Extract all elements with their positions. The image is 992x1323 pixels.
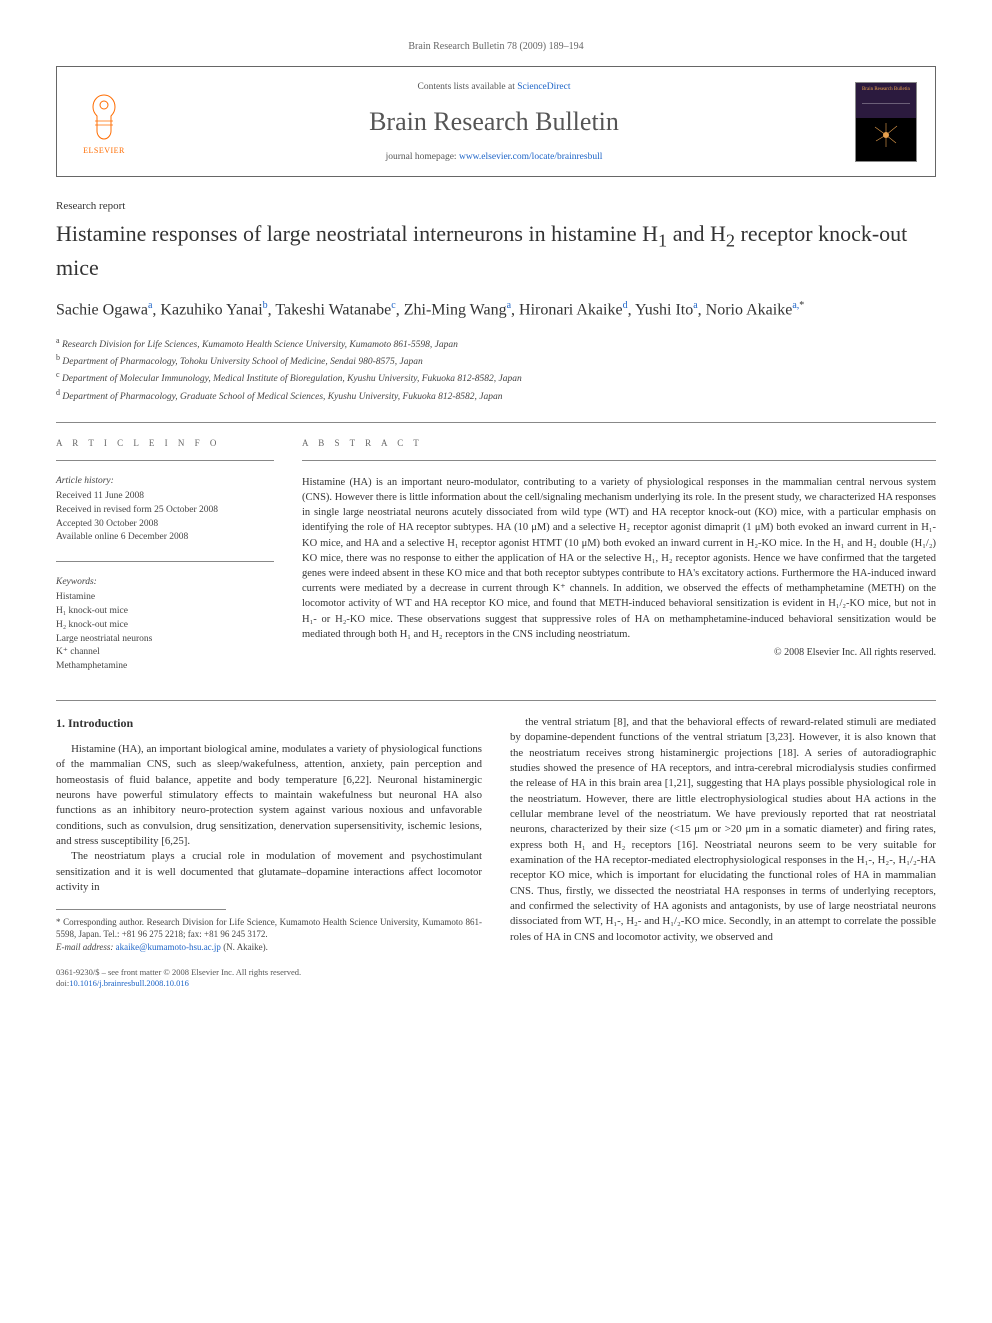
- abstract-copyright: © 2008 Elsevier Inc. All rights reserved…: [302, 646, 936, 660]
- divider: [56, 460, 274, 461]
- author-4: Zhi-Ming Wang: [404, 302, 507, 319]
- history-online: Available online 6 December 2008: [56, 531, 274, 545]
- author-6-aff[interactable]: a: [693, 300, 697, 311]
- affiliations: a Research Division for Life Sciences, K…: [56, 335, 936, 405]
- homepage-line: journal homepage: www.elsevier.com/locat…: [151, 151, 837, 164]
- history-revised: Received in revised form 25 October 2008: [56, 504, 274, 518]
- author-3-aff[interactable]: c: [391, 300, 395, 311]
- section-number: 1.: [56, 716, 65, 730]
- journal-cover-thumbnail: Brain Research Bulletin: [855, 82, 917, 162]
- homepage-link[interactable]: www.elsevier.com/locate/brainresbull: [459, 152, 602, 162]
- body-text: 1. Introduction Histamine (HA), an impor…: [56, 715, 936, 953]
- divider: [302, 460, 936, 461]
- doi-link[interactable]: 10.1016/j.brainresbull.2008.10.016: [69, 978, 189, 988]
- keywords-label: Keywords:: [56, 576, 274, 589]
- sciencedirect-link[interactable]: ScienceDirect: [517, 82, 570, 92]
- body-paragraph-2: The neostriatum plays a crucial role in …: [56, 849, 482, 895]
- article-info-block: A R T I C L E I N F O Article history: R…: [56, 437, 274, 674]
- author-5-aff[interactable]: d: [623, 300, 628, 311]
- keyword-5: K⁺ channel: [56, 646, 274, 660]
- divider: [56, 561, 274, 562]
- abstract-text: Histamine (HA) is an important neuro-mod…: [302, 475, 936, 642]
- title-sub-2: 2: [726, 231, 735, 251]
- author-1-aff[interactable]: a: [148, 300, 152, 311]
- section-heading: 1. Introduction: [56, 715, 482, 732]
- info-abstract-row: A R T I C L E I N F O Article history: R…: [56, 437, 936, 674]
- journal-cover-title: Brain Research Bulletin: [856, 87, 916, 93]
- footnote-divider: [56, 909, 226, 910]
- history-label: Article history:: [56, 475, 274, 488]
- title-text-2: and H: [667, 221, 726, 246]
- keyword-1: Histamine: [56, 591, 274, 605]
- homepage-prefix: journal homepage:: [386, 152, 459, 162]
- body-paragraph-3: the ventral striatum [8], and that the b…: [510, 715, 936, 945]
- body-paragraph-1: Histamine (HA), an important biological …: [56, 742, 482, 849]
- journal-title: Brain Research Bulletin: [151, 104, 837, 140]
- corresponding-asterisk[interactable]: *: [799, 300, 804, 311]
- affiliation-b: b Department of Pharmacology, Tohoku Uni…: [56, 352, 936, 369]
- author-4-aff[interactable]: a: [507, 300, 511, 311]
- footer-issn: 0361-9230/$ – see front matter © 2008 El…: [56, 967, 936, 978]
- masthead-center: Contents lists available at ScienceDirec…: [151, 81, 837, 164]
- corresponding-footnote: * Corresponding author. Research Divisio…: [56, 916, 482, 940]
- masthead: ELSEVIER Contents lists available at Sci…: [56, 66, 936, 177]
- history-accepted: Accepted 30 October 2008: [56, 518, 274, 532]
- keyword-6: Methamphetamine: [56, 660, 274, 674]
- title-text-1: Histamine responses of large neostriatal…: [56, 221, 658, 246]
- author-1: Sachie Ogawa: [56, 302, 148, 319]
- contents-prefix: Contents lists available at: [417, 82, 517, 92]
- email-label: E-mail address:: [56, 942, 116, 952]
- affiliation-c: c Department of Molecular Immunology, Me…: [56, 369, 936, 386]
- doi-label: doi:: [56, 978, 69, 988]
- author-list: Sachie Ogawaa, Kazuhiko Yanaib, Takeshi …: [56, 298, 936, 322]
- keyword-4: Large neostriatal neurons: [56, 633, 274, 647]
- author-2-aff[interactable]: b: [263, 300, 268, 311]
- author-7: Norio Akaike: [706, 302, 793, 319]
- abstract-block: A B S T R A C T Histamine (HA) is an imp…: [302, 437, 936, 674]
- history-received: Received 11 June 2008: [56, 490, 274, 504]
- email-suffix: (N. Akaike).: [221, 942, 268, 952]
- running-citation: Brain Research Bulletin 78 (2009) 189–19…: [56, 40, 936, 54]
- divider: [56, 422, 936, 423]
- section-title: Introduction: [68, 716, 133, 730]
- author-5: Hironari Akaike: [519, 302, 623, 319]
- footer-doi: doi:10.1016/j.brainresbull.2008.10.016: [56, 978, 936, 989]
- contents-line: Contents lists available at ScienceDirec…: [151, 81, 837, 94]
- article-type: Research report: [56, 199, 936, 214]
- footer-meta: 0361-9230/$ – see front matter © 2008 El…: [56, 967, 936, 990]
- affiliation-a: a Research Division for Life Sciences, K…: [56, 335, 936, 352]
- keyword-2: H₁ knock-out mice: [56, 605, 274, 619]
- author-6: Yushi Ito: [635, 302, 693, 319]
- title-sub-1: 1: [658, 231, 667, 251]
- email-footnote: E-mail address: akaike@kumamoto-hsu.ac.j…: [56, 941, 482, 953]
- email-link[interactable]: akaike@kumamoto-hsu.ac.jp: [116, 942, 221, 952]
- divider: [56, 700, 936, 701]
- abstract-head: A B S T R A C T: [302, 437, 936, 450]
- article-info-head: A R T I C L E I N F O: [56, 437, 274, 450]
- author-3: Takeshi Watanabe: [275, 302, 391, 319]
- article-title: Histamine responses of large neostriatal…: [56, 220, 936, 282]
- author-2: Kazuhiko Yanai: [160, 302, 262, 319]
- keyword-3: H₂ knock-out mice: [56, 619, 274, 633]
- affiliation-d: d Department of Pharmacology, Graduate S…: [56, 387, 936, 404]
- elsevier-logo: ELSEVIER: [75, 88, 133, 156]
- elsevier-logo-text: ELSEVIER: [83, 145, 125, 156]
